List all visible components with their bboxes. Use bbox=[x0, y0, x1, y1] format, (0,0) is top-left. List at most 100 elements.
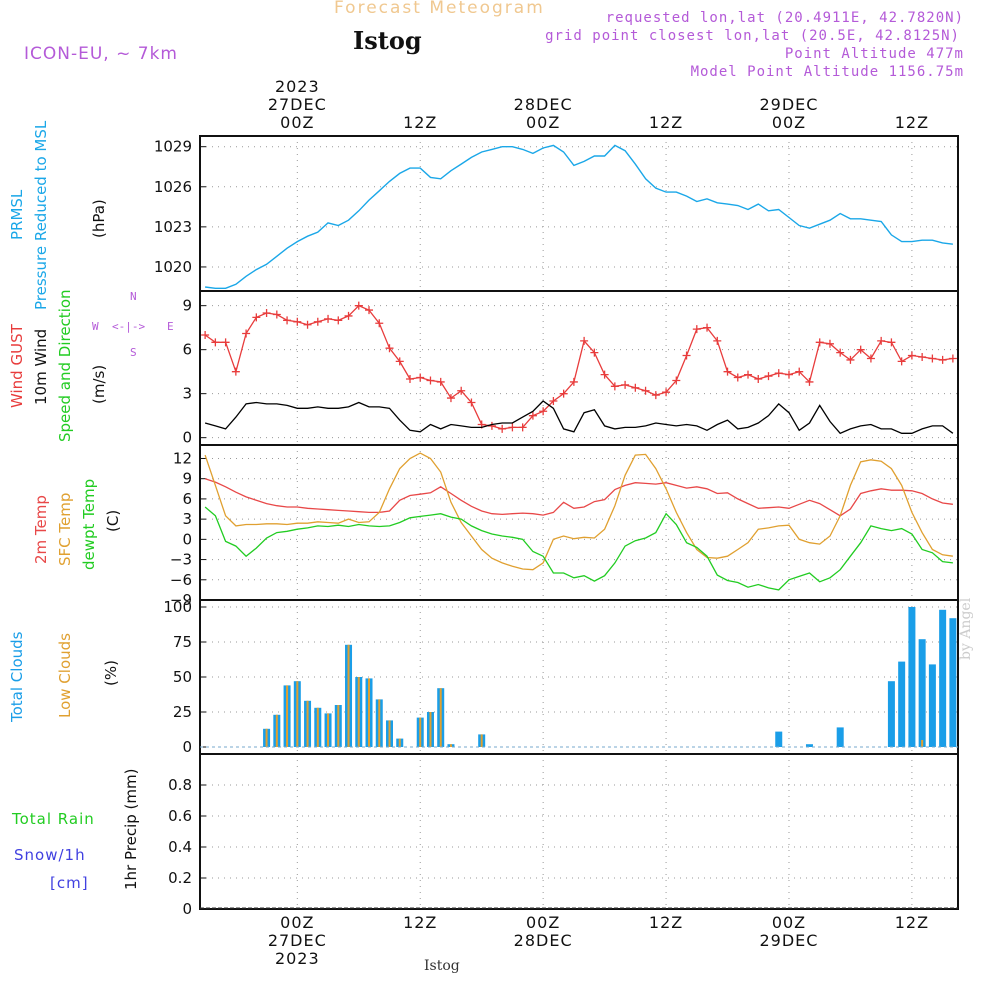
gust-marker bbox=[549, 397, 558, 405]
time-label-bottom: 28DEC bbox=[514, 931, 573, 950]
y-tick-label: −6 bbox=[170, 571, 192, 589]
y-tick-label: 0.6 bbox=[168, 807, 192, 825]
gust-marker bbox=[518, 423, 527, 432]
pressure-line bbox=[205, 144, 953, 289]
point-altitude: Point Altitude 477m bbox=[784, 46, 964, 62]
time-label-bottom: 12Z bbox=[895, 913, 929, 932]
gust-marker bbox=[703, 323, 712, 332]
total-cloud-bar bbox=[887, 681, 895, 747]
low-cloud-bar bbox=[306, 700, 309, 747]
time-label-bottom: 29DEC bbox=[760, 931, 819, 950]
y-tick-label: 100 bbox=[163, 598, 192, 616]
time-label-top: 29DEC bbox=[760, 95, 819, 114]
y-tick-label: 3 bbox=[182, 385, 192, 403]
y-tick-label: 0 bbox=[182, 738, 192, 756]
gust-marker bbox=[938, 355, 947, 364]
low-cloud-bar bbox=[388, 720, 391, 747]
gust-marker bbox=[344, 311, 353, 320]
gust-marker bbox=[283, 316, 292, 325]
gust-marker bbox=[559, 389, 568, 398]
gust-marker bbox=[631, 383, 640, 392]
dewpt-line bbox=[204, 506, 953, 591]
compass-e: E bbox=[167, 320, 174, 333]
low-cloud-bar bbox=[378, 699, 381, 747]
gust-marker bbox=[457, 386, 466, 395]
low-cloud-bar bbox=[347, 644, 350, 747]
gust-marker bbox=[795, 367, 804, 376]
gust-marker bbox=[825, 339, 834, 348]
low-cloud-bar bbox=[449, 744, 452, 747]
gust-marker bbox=[948, 354, 957, 363]
gust-marker bbox=[641, 386, 650, 395]
gust-marker bbox=[784, 370, 793, 379]
gust-marker bbox=[242, 329, 251, 338]
low-cloud-bar bbox=[337, 705, 340, 747]
total-cloud-bar bbox=[908, 607, 916, 747]
gust-marker bbox=[815, 338, 824, 347]
time-label-bottom: 12Z bbox=[403, 913, 437, 932]
gust-marker bbox=[375, 319, 384, 328]
gust-marker bbox=[528, 411, 537, 420]
gust-marker bbox=[723, 367, 732, 376]
total-cloud-bar bbox=[805, 744, 813, 747]
y-tick-label: 9 bbox=[182, 470, 192, 488]
temp2m-line bbox=[204, 478, 953, 517]
gust-marker bbox=[744, 370, 753, 379]
gust-marker bbox=[211, 338, 220, 347]
time-label-bottom: 00Z bbox=[772, 913, 806, 932]
gust-marker bbox=[907, 351, 916, 360]
gust-marker bbox=[395, 357, 404, 366]
gust-marker bbox=[754, 375, 763, 383]
gust-marker bbox=[498, 424, 507, 433]
total-cloud-bar bbox=[775, 731, 783, 747]
compass-w: W bbox=[92, 320, 99, 333]
gust-marker bbox=[231, 367, 240, 376]
gust-marker bbox=[621, 380, 630, 389]
y-tick-label: 1023 bbox=[154, 218, 192, 236]
gust-marker bbox=[918, 353, 927, 361]
gust-marker bbox=[539, 407, 548, 416]
low-cloud-bar bbox=[398, 738, 401, 747]
y-tick-label: 6 bbox=[182, 341, 192, 359]
gust-marker bbox=[590, 348, 599, 357]
gust-marker bbox=[416, 373, 425, 382]
gust-marker bbox=[508, 423, 517, 432]
y-tick-label: 9 bbox=[182, 297, 192, 315]
total-cloud-bar bbox=[918, 639, 926, 747]
y-tick-label: 6 bbox=[182, 490, 192, 508]
low-cloud-bar bbox=[327, 713, 330, 747]
gust-marker bbox=[897, 357, 906, 366]
gust-marker bbox=[324, 314, 333, 323]
gust-marker bbox=[682, 351, 691, 360]
time-label-top: 28DEC bbox=[514, 95, 573, 114]
gust-marker bbox=[487, 421, 496, 430]
total-cloud-bar bbox=[949, 618, 957, 747]
gust-marker bbox=[569, 377, 578, 386]
gust-marker bbox=[610, 382, 619, 391]
gust-marker bbox=[354, 301, 363, 310]
y-tick-label: 0 bbox=[182, 530, 192, 548]
y-tick-label: 12 bbox=[173, 449, 192, 467]
y-tick-label: 0 bbox=[182, 900, 192, 918]
time-label-bottom: 00Z bbox=[280, 913, 314, 932]
total-cloud-bar bbox=[939, 609, 947, 747]
chart-title: Forecast Meteogram bbox=[334, 0, 545, 18]
y-tick-label: 1026 bbox=[154, 178, 192, 196]
y-tick-label: 3 bbox=[182, 510, 192, 528]
gust-marker bbox=[221, 338, 230, 347]
panel-frame bbox=[199, 135, 959, 292]
precip-snow-label: Snow/1h bbox=[14, 846, 86, 864]
gust-marker bbox=[713, 336, 722, 345]
gust-marker bbox=[446, 394, 455, 403]
low-cloud-bar bbox=[921, 740, 924, 747]
time-label-top: 12Z bbox=[403, 113, 437, 132]
low-cloud-bar bbox=[480, 734, 483, 747]
time-label-bottom: 00Z bbox=[526, 913, 560, 932]
low-cloud-bar bbox=[286, 685, 289, 747]
gust-marker bbox=[436, 377, 445, 386]
low-cloud-bar bbox=[265, 728, 268, 747]
gust-marker bbox=[877, 336, 886, 345]
low-cloud-bar bbox=[296, 681, 299, 747]
y-tick-label: 75 bbox=[173, 633, 192, 651]
